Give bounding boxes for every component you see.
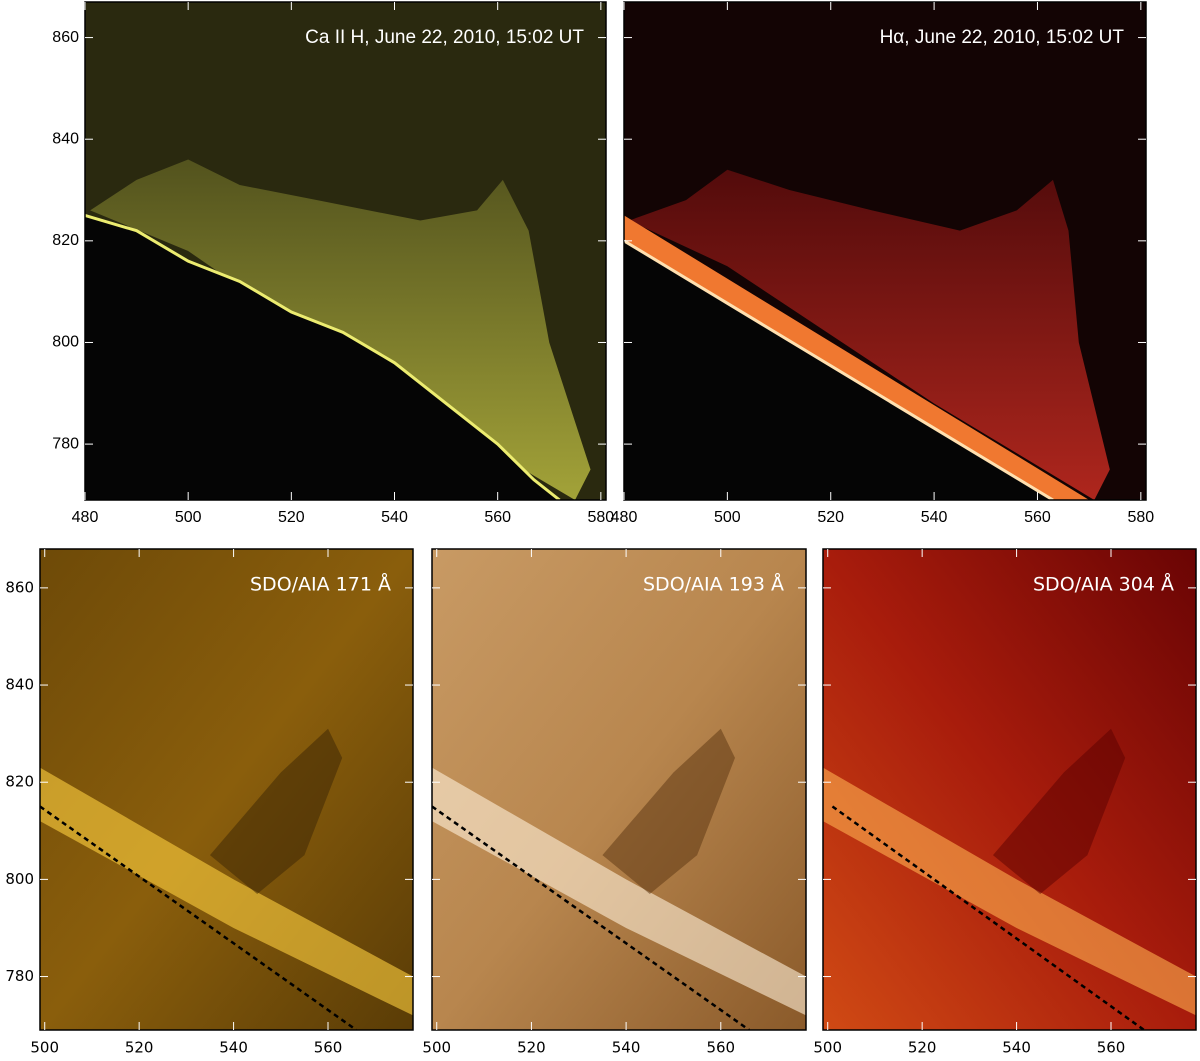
x-tick-label: 560 xyxy=(314,1039,343,1057)
image xyxy=(823,549,1196,1030)
panel-title: Hα, June 22, 2010, 15:02 UT xyxy=(880,27,1125,48)
panel: SDO/AIA 171 Å 500 520 540 560 780 800 820 840 860 xyxy=(5,548,414,1057)
x-tick-label: 580 xyxy=(587,509,614,526)
frame xyxy=(84,1,607,501)
dark-feature xyxy=(992,728,1126,894)
limb xyxy=(624,239,1054,500)
x-tick-label: 540 xyxy=(1002,1039,1031,1057)
image xyxy=(432,549,806,1030)
y-tick-label: 780 xyxy=(52,435,79,452)
x-tick-label: 540 xyxy=(219,1039,248,1057)
solar-disk xyxy=(85,215,560,500)
x-tick-label: 560 xyxy=(1024,509,1051,526)
x-tick-label: 500 xyxy=(175,509,202,526)
x-tick-label: 520 xyxy=(278,509,305,526)
x-tick-label: 540 xyxy=(612,1039,641,1057)
y-tick-label: 840 xyxy=(5,676,34,694)
panel: SDO/AIA 193 Å 500 520 540 560 xyxy=(422,548,807,1057)
x-tick-label: 520 xyxy=(817,509,844,526)
panel: Hα, June 22, 2010, 15:02 UT 480 500 520 540 5… xyxy=(611,1,1154,526)
x-tick-label: 480 xyxy=(611,509,638,526)
limb-dashed xyxy=(432,805,750,1030)
x-tick-label: 540 xyxy=(381,509,408,526)
bright-band xyxy=(40,767,413,1016)
image xyxy=(624,2,1146,500)
x-tick-label: 500 xyxy=(30,1039,59,1057)
panel-title: SDO/AIA 193 Å xyxy=(643,573,784,596)
frame xyxy=(822,548,1197,1031)
x-tick-label: 520 xyxy=(517,1039,546,1057)
y-tick-label: 840 xyxy=(52,130,79,147)
y-tick-label: 820 xyxy=(52,232,79,249)
image xyxy=(40,549,413,1030)
frame xyxy=(623,1,1147,501)
limb-glow xyxy=(624,215,1090,500)
y-tick-label: 800 xyxy=(52,334,79,351)
image xyxy=(85,2,606,500)
panel-title: SDO/AIA 171 Å xyxy=(250,573,391,596)
panel-title: SDO/AIA 304 Å xyxy=(1033,573,1174,596)
y-tick-label: 820 xyxy=(5,773,34,791)
frame xyxy=(431,548,807,1031)
x-tick-label: 560 xyxy=(1097,1039,1126,1057)
dark-feature xyxy=(602,728,735,894)
limb xyxy=(85,213,561,500)
limb-dashed xyxy=(831,805,1145,1030)
x-tick-label: 480 xyxy=(72,509,99,526)
panel: Ca II H, June 22, 2010, 15:02 UT 480 500 52… xyxy=(52,1,614,526)
bright-band xyxy=(432,767,806,1016)
x-tick-label: 540 xyxy=(921,509,948,526)
bright-band xyxy=(823,767,1196,1016)
x-tick-label: 560 xyxy=(484,509,511,526)
y-tick-label: 800 xyxy=(5,870,34,888)
panel: SDO/AIA 304 Å 500 520 540 560 xyxy=(813,548,1197,1057)
prominence xyxy=(629,169,1110,500)
x-tick-label: 500 xyxy=(422,1039,451,1057)
x-tick-label: 500 xyxy=(714,509,741,526)
x-tick-label: 500 xyxy=(813,1039,842,1057)
dark-feature xyxy=(209,728,343,894)
y-tick-label: 860 xyxy=(52,29,79,46)
x-tick-label: 520 xyxy=(125,1039,154,1057)
x-tick-label: 520 xyxy=(908,1039,937,1057)
x-tick-label: 580 xyxy=(1127,509,1154,526)
y-tick-label: 780 xyxy=(5,967,34,985)
limb-dashed xyxy=(40,805,358,1030)
x-tick-label: 560 xyxy=(706,1039,735,1057)
panel-title: Ca II H, June 22, 2010, 15:02 UT xyxy=(305,27,584,48)
frame xyxy=(39,548,414,1031)
y-tick-label: 860 xyxy=(5,578,34,596)
